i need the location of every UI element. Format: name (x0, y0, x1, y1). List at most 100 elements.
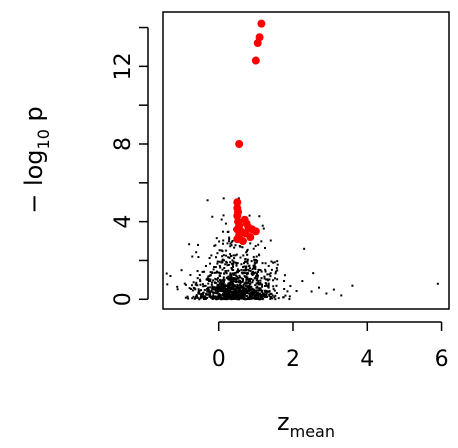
data-point (252, 272, 255, 275)
data-point (191, 255, 194, 258)
data-point (237, 280, 240, 283)
data-point (239, 288, 242, 291)
data-point (223, 291, 226, 294)
data-point (228, 283, 231, 286)
y-axis: 0 4 8 12 (111, 26, 149, 306)
data-point (223, 289, 226, 292)
data-point (233, 272, 236, 275)
highlighted-point (246, 233, 255, 242)
data-point (208, 294, 211, 297)
data-point (220, 218, 223, 221)
data-point (198, 298, 201, 301)
data-point (230, 266, 233, 269)
data-point (258, 282, 261, 285)
data-point (248, 297, 251, 300)
data-point (288, 298, 291, 301)
data-point (195, 251, 198, 254)
data-point (242, 269, 245, 272)
data-point (351, 284, 354, 287)
data-point (250, 293, 253, 296)
data-point (245, 289, 248, 292)
data-point (233, 246, 236, 249)
data-point (261, 297, 264, 300)
data-point (203, 297, 206, 300)
data-point (206, 296, 209, 299)
highlighted-point (251, 56, 260, 65)
data-point (228, 286, 231, 289)
data-point (225, 272, 228, 275)
data-point (251, 268, 254, 271)
data-point (247, 286, 250, 289)
data-point (212, 279, 215, 282)
data-point (226, 298, 229, 301)
data-point (289, 285, 292, 288)
data-point (263, 277, 266, 280)
data-point (237, 298, 240, 301)
data-point (222, 280, 225, 283)
data-point (237, 293, 240, 296)
y-axis-title-prefix: − log (20, 149, 48, 213)
data-point (232, 283, 235, 286)
data-point (221, 283, 224, 286)
data-point (218, 285, 221, 288)
data-point (241, 287, 244, 290)
data-point (219, 295, 222, 298)
data-point (191, 284, 194, 287)
data-point (219, 293, 222, 296)
data-point (207, 280, 210, 283)
data-point (236, 284, 239, 287)
data-point (216, 297, 219, 300)
data-point (227, 263, 230, 266)
data-point (248, 214, 251, 217)
data-point (227, 275, 230, 278)
data-point (222, 214, 225, 217)
data-point (252, 267, 255, 270)
data-point (237, 295, 240, 298)
data-point (212, 294, 215, 297)
data-point (241, 271, 244, 274)
data-point (227, 290, 230, 293)
data-point (223, 259, 226, 262)
data-point (264, 262, 267, 265)
data-point (218, 278, 221, 281)
data-point (221, 286, 224, 289)
data-point (225, 288, 228, 291)
data-point (253, 258, 256, 261)
y-axis-title: − log10 p (20, 106, 53, 214)
data-point (206, 289, 209, 292)
data-point (229, 273, 232, 276)
data-point (267, 286, 270, 289)
data-point (198, 273, 201, 276)
data-point (220, 287, 223, 290)
data-point (238, 294, 241, 297)
data-point (226, 284, 229, 287)
data-point (241, 280, 244, 283)
data-point (229, 280, 232, 283)
data-point (259, 283, 262, 286)
data-point (214, 288, 217, 291)
data-point (256, 297, 259, 300)
data-point (251, 287, 254, 290)
data-point (247, 280, 250, 283)
data-point (210, 296, 213, 299)
data-point (212, 292, 215, 295)
data-point (230, 273, 233, 276)
data-point (216, 290, 219, 293)
data-point (231, 284, 234, 287)
data-point (232, 280, 235, 283)
highlighted-point (253, 39, 262, 48)
data-point (235, 275, 238, 278)
data-point (243, 282, 246, 285)
data-point (217, 294, 220, 297)
data-point (218, 249, 221, 252)
data-point (255, 293, 258, 296)
data-point (224, 295, 227, 298)
data-point (266, 285, 269, 288)
data-point (225, 289, 228, 292)
data-point (263, 275, 266, 278)
data-point (244, 266, 247, 269)
data-point (245, 278, 248, 281)
data-point (268, 294, 271, 297)
data-point (214, 244, 217, 247)
data-point (237, 286, 240, 289)
